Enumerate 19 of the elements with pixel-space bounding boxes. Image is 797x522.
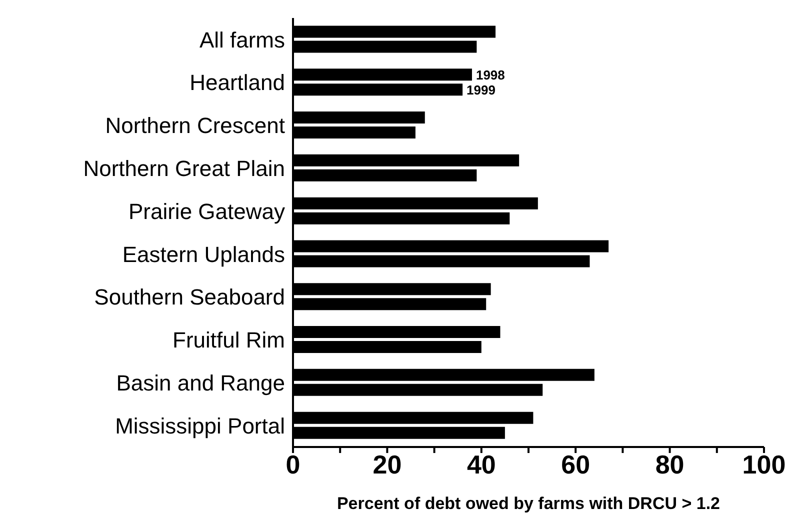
y-tick-label: Northern Great Plain: [83, 156, 285, 181]
y-tick-label: Mississippi Portal: [115, 413, 285, 438]
y-tick-label: Prairie Gateway: [128, 198, 285, 224]
x-tick-label: 40: [466, 449, 496, 480]
y-tick-label: Eastern Uplands: [122, 242, 285, 267]
series-label: 1998: [476, 68, 505, 83]
x-tick-label: 20: [372, 449, 402, 480]
x-tick-label: 80: [655, 449, 684, 480]
y-tick-label: Fruitful Rim: [172, 328, 285, 353]
x-tick-label: 100: [742, 449, 786, 480]
series-label: 1999: [466, 82, 496, 98]
x-tick-label: 0: [286, 449, 300, 480]
x-axis-title: Percent of debt owed by farms with DRCU > 1.2: [336, 494, 720, 513]
y-tick-label: Basin and Range: [116, 370, 285, 396]
y-tick-label: Northern Crescent: [105, 113, 285, 138]
x-tick-label: 60: [561, 449, 590, 480]
y-tick-label: Heartland: [190, 70, 285, 96]
y-tick-label: Southern Seaboard: [94, 284, 285, 310]
y-tick-label: All farms: [199, 27, 285, 52]
